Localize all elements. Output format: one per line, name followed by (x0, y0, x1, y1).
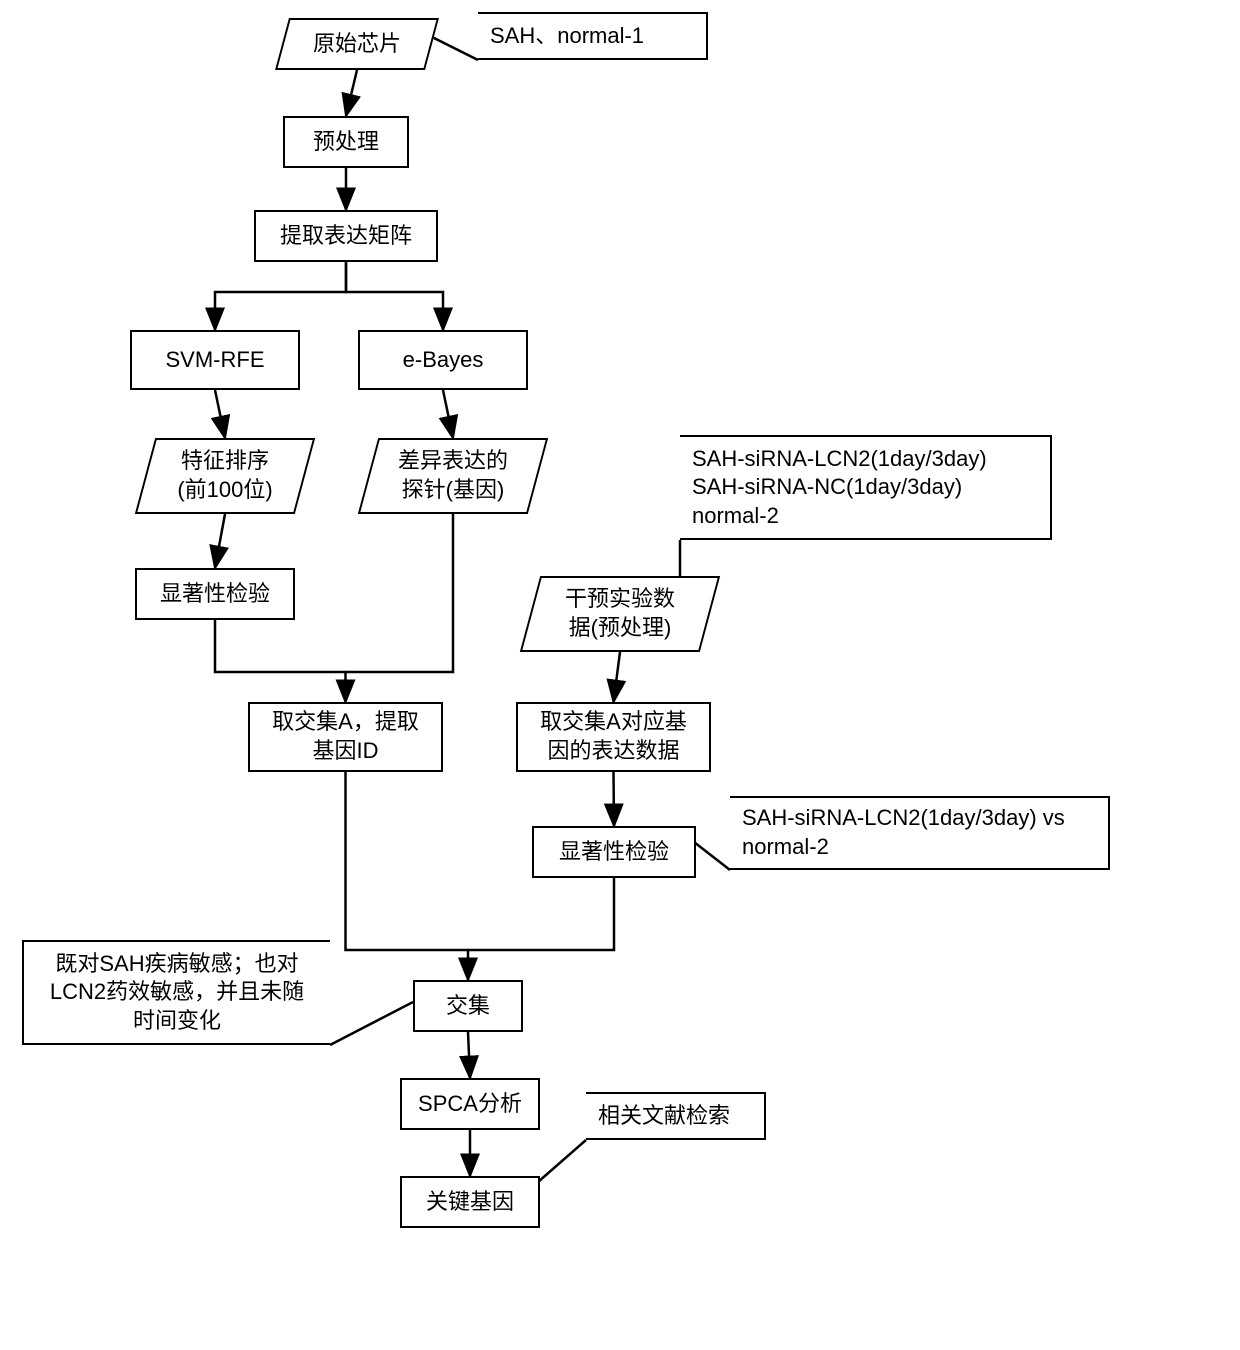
node-label: 原始芯片 (284, 20, 430, 68)
flow-node-n1: 原始芯片 (275, 18, 439, 70)
flow-node-n2: 预处理 (283, 116, 409, 168)
node-label: 差异表达的探针(基因) (370, 440, 536, 512)
flow-node-n8: 显著性检验 (135, 568, 295, 620)
node-label: 干预实验数据(预处理) (532, 578, 708, 650)
flow-node-n15: 关键基因 (400, 1176, 540, 1228)
flow-node-n5: e-Bayes (358, 330, 528, 390)
flow-node-n6: 特征排序(前100位) (135, 438, 315, 514)
annotation-a2: SAH-siRNA-LCN2(1day/3day)SAH-siRNA-NC(1d… (680, 435, 1052, 540)
flow-node-n4: SVM-RFE (130, 330, 300, 390)
annotation-a3: SAH-siRNA-LCN2(1day/3day) vsnormal-2 (730, 796, 1110, 870)
flow-node-n12: 显著性检验 (532, 826, 696, 878)
flow-node-n11: 取交集A对应基因的表达数据 (516, 702, 711, 772)
flow-node-n10: 取交集A，提取基因ID (248, 702, 443, 772)
annotation-a5: 相关文献检索 (586, 1092, 766, 1140)
flow-node-n14: SPCA分析 (400, 1078, 540, 1130)
flow-node-n9: 干预实验数据(预处理) (520, 576, 720, 652)
node-label: 特征排序(前100位) (147, 440, 303, 512)
connector-layer (0, 0, 1240, 1350)
annotation-a1: SAH、normal-1 (478, 12, 708, 60)
flow-node-n13: 交集 (413, 980, 523, 1032)
flow-node-n7: 差异表达的探针(基因) (358, 438, 548, 514)
annotation-a4: 既对SAH疾病敏感；也对LCN2药效敏感，并且未随时间变化 (22, 940, 330, 1045)
flow-node-n3: 提取表达矩阵 (254, 210, 438, 262)
